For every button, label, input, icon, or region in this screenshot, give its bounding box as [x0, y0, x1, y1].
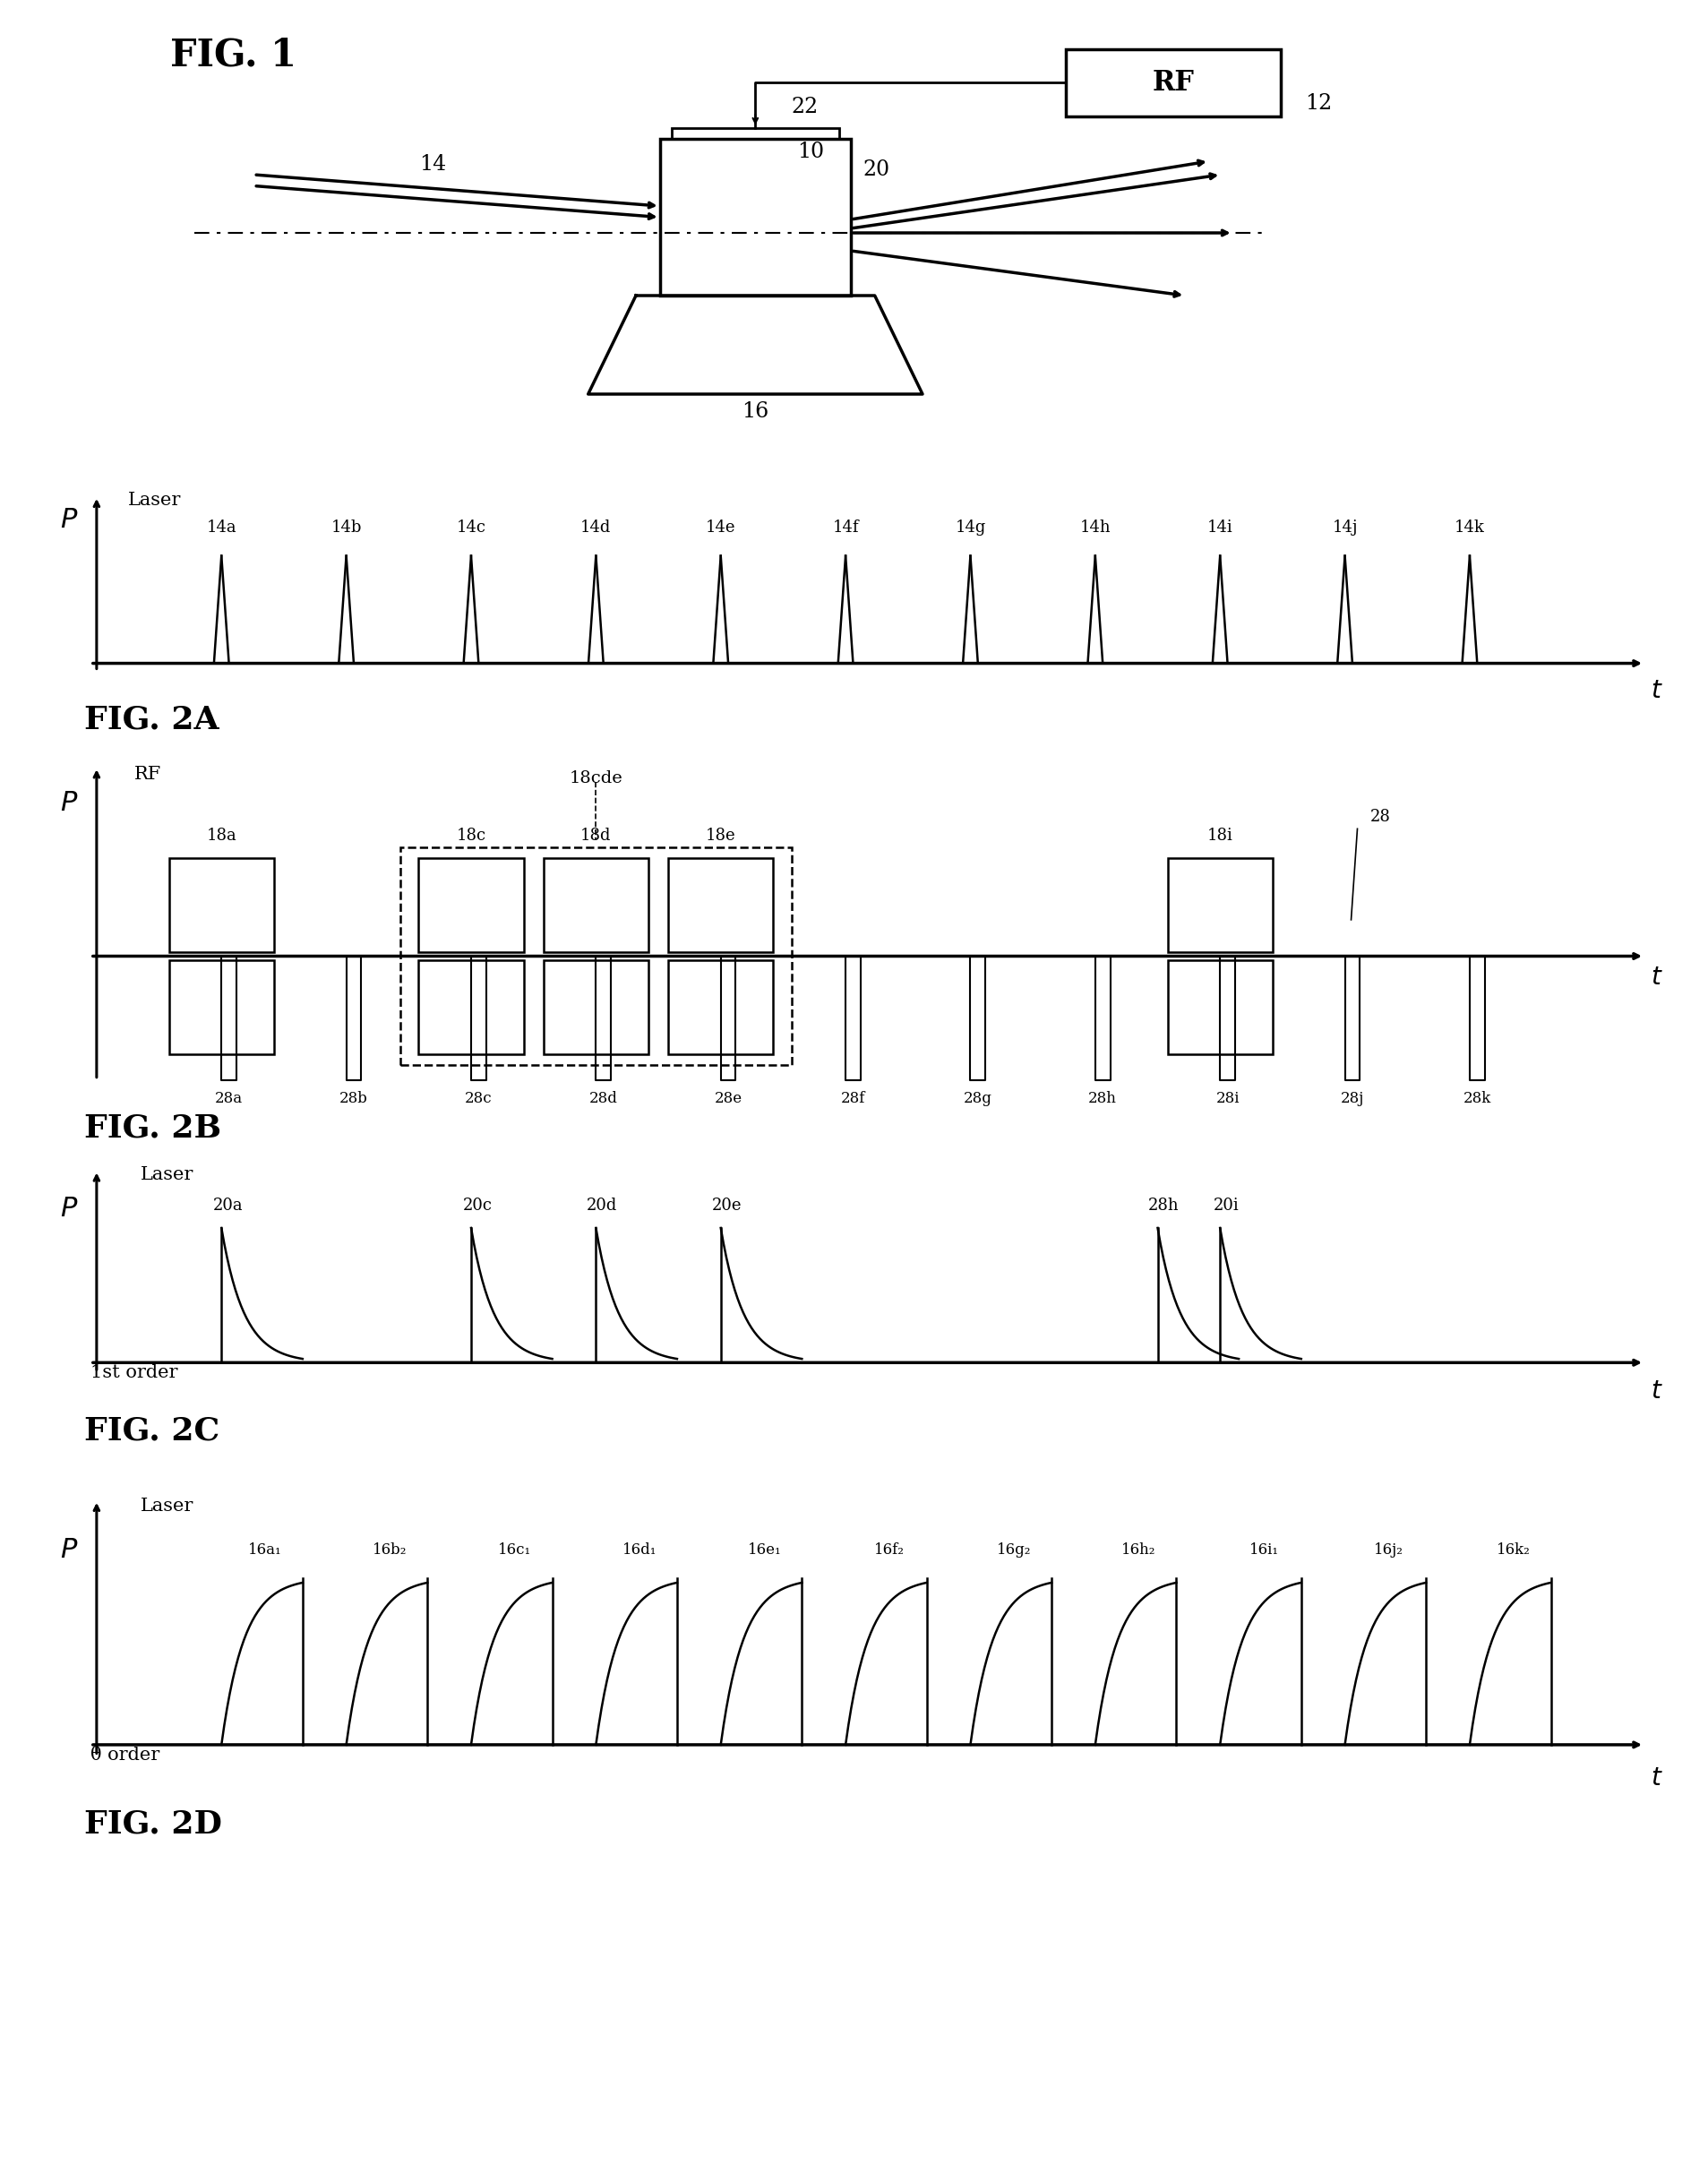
Text: 28i: 28i [1216, 1091, 1240, 1106]
Bar [543, 961, 649, 1054]
Text: 18a: 18a [207, 827, 236, 844]
Bar [400, 846, 793, 1065]
Text: 16f₂: 16f₂ [874, 1543, 905, 1558]
Bar [1168, 857, 1272, 952]
Text: 20i: 20i [1213, 1197, 1240, 1214]
Text: 28f: 28f [840, 1091, 866, 1106]
Text: 28j: 28j [1341, 1091, 1365, 1106]
Text: 16c₁: 16c₁ [499, 1543, 531, 1558]
Text: 16e₁: 16e₁ [748, 1543, 781, 1558]
Text: 28d: 28d [589, 1091, 618, 1106]
Text: 16d₁: 16d₁ [622, 1543, 658, 1558]
Text: 16: 16 [741, 403, 769, 422]
Text: 14i: 14i [1208, 519, 1233, 537]
Text: 28h: 28h [1148, 1197, 1180, 1214]
Text: $t$: $t$ [1652, 965, 1664, 991]
Text: θ order: θ order [91, 1746, 159, 1764]
Text: 14e: 14e [705, 519, 736, 537]
Text: 14f: 14f [832, 519, 859, 537]
Text: 14g: 14g [955, 519, 986, 537]
Text: 16j₂: 16j₂ [1373, 1543, 1404, 1558]
Text: 14c: 14c [456, 519, 485, 537]
Text: FIG. 1: FIG. 1 [171, 37, 297, 74]
Text: 28h: 28h [1088, 1091, 1117, 1106]
Text: 16k₂: 16k₂ [1496, 1543, 1530, 1558]
Text: $P$: $P$ [60, 790, 79, 818]
Text: 28b: 28b [340, 1091, 367, 1106]
Text: 14j: 14j [1332, 519, 1358, 537]
Bar [169, 961, 273, 1054]
Bar [668, 857, 774, 952]
Text: 14a: 14a [207, 519, 236, 537]
Text: $P$: $P$ [60, 506, 79, 535]
Text: 20e: 20e [712, 1197, 741, 1214]
Text: 28g: 28g [963, 1091, 992, 1106]
Bar [1168, 961, 1272, 1054]
Bar [671, 128, 839, 138]
Text: 20a: 20a [212, 1197, 243, 1214]
Text: $t$: $t$ [1652, 1378, 1664, 1404]
Text: FIG. 2B: FIG. 2B [84, 1112, 222, 1143]
Text: RF: RF [1153, 69, 1194, 97]
Text: 16b₂: 16b₂ [372, 1543, 407, 1558]
Text: 28e: 28e [714, 1091, 743, 1106]
Text: 16a₁: 16a₁ [248, 1543, 282, 1558]
Text: 10: 10 [798, 143, 823, 162]
Text: 18c: 18c [456, 827, 487, 844]
Bar [668, 961, 774, 1054]
Text: FIG. 2C: FIG. 2C [84, 1415, 220, 1446]
Text: 1st order: 1st order [91, 1365, 178, 1381]
Text: Laser: Laser [140, 1497, 193, 1515]
Text: 14d: 14d [581, 519, 611, 537]
Text: 22: 22 [791, 97, 818, 117]
Text: 20c: 20c [463, 1197, 492, 1214]
Text: 20d: 20d [588, 1197, 618, 1214]
Bar [169, 857, 273, 952]
Text: 14: 14 [420, 154, 446, 175]
Text: 28: 28 [1370, 809, 1390, 824]
Text: FIG. 2A: FIG. 2A [84, 705, 219, 736]
Text: $t$: $t$ [1652, 1766, 1664, 1790]
Text: 16h₂: 16h₂ [1122, 1543, 1156, 1558]
Text: 16g₂: 16g₂ [997, 1543, 1032, 1558]
Text: 28k: 28k [1464, 1091, 1491, 1106]
Text: 16i₁: 16i₁ [1249, 1543, 1279, 1558]
Text: 18e: 18e [705, 827, 736, 844]
Text: 28a: 28a [215, 1091, 243, 1106]
Text: RF: RF [133, 766, 161, 783]
Bar [659, 138, 851, 296]
Bar [543, 857, 649, 952]
Text: 18cde: 18cde [569, 770, 623, 788]
Text: 14b: 14b [331, 519, 362, 537]
Bar [1066, 50, 1281, 117]
Text: FIG. 2D: FIG. 2D [84, 1809, 222, 1839]
Text: Laser: Laser [140, 1166, 193, 1184]
Text: $P$: $P$ [60, 1536, 79, 1565]
Text: 28c: 28c [465, 1091, 492, 1106]
Text: $P$: $P$ [60, 1195, 79, 1223]
Text: $t$: $t$ [1652, 679, 1664, 703]
Text: Laser: Laser [128, 491, 181, 509]
Text: 20: 20 [863, 160, 890, 180]
Text: 12: 12 [1305, 93, 1332, 113]
Text: 18d: 18d [581, 827, 611, 844]
Text: 14k: 14k [1455, 519, 1484, 537]
Text: 18i: 18i [1208, 827, 1233, 844]
Bar [418, 961, 524, 1054]
Bar [418, 857, 524, 952]
Text: 14h: 14h [1079, 519, 1110, 537]
